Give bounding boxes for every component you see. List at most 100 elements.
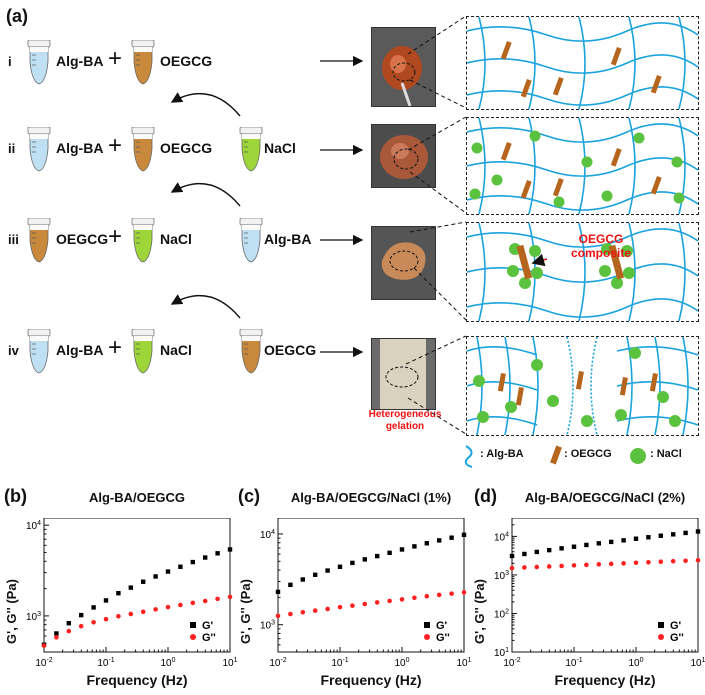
- data-point-g-double-prime: [670, 558, 676, 564]
- curved-arrow-2: [170, 182, 241, 207]
- row-numeral: ii: [8, 141, 16, 156]
- added-component-label: Alg-BA: [264, 231, 312, 247]
- data-point-g-double-prime: [424, 593, 430, 599]
- legend-label: G': [202, 620, 214, 632]
- x-tick-label: 100: [628, 657, 643, 669]
- data-point-g-prime: [436, 538, 442, 543]
- legend-marker: [424, 634, 430, 640]
- data-point-g-prime: [449, 535, 454, 540]
- plus-sign: +: [108, 132, 123, 159]
- data-point-g-double-prime: [449, 591, 454, 596]
- tube-icon: [239, 218, 263, 263]
- component-label: OEGCG: [160, 53, 213, 69]
- data-point-g-prime: [424, 541, 430, 546]
- tube-icon: [27, 127, 51, 172]
- data-point-g-prime: [91, 605, 96, 610]
- y-tick-label: 103: [494, 570, 509, 582]
- plus-sign: +: [108, 223, 123, 250]
- data-point-g-prime: [461, 532, 467, 537]
- data-point-g-double-prime: [522, 565, 527, 570]
- data-point-g-double-prime: [153, 607, 158, 612]
- network-box-4: [466, 336, 699, 436]
- data-point-g-prime: [374, 553, 380, 559]
- data-point-g-prime: [658, 533, 664, 538]
- data-point-g-double-prime: [202, 598, 208, 604]
- data-point-g-double-prime: [350, 603, 355, 608]
- data-point-g-prime: [103, 598, 109, 603]
- data-point-g-prime: [596, 541, 602, 546]
- data-point-g-double-prime: [116, 613, 121, 619]
- x-tick-label: 10-2: [35, 657, 52, 669]
- component-label: Alg-BA: [56, 140, 104, 156]
- panel-a-label: (a): [6, 6, 28, 26]
- data-point-g-double-prime: [608, 561, 614, 567]
- data-point-g-double-prime: [54, 635, 59, 640]
- data-point-g-double-prime: [362, 601, 368, 607]
- data-point-g-double-prime: [412, 595, 417, 601]
- x-tick-label: 101: [690, 657, 705, 669]
- data-point-g-double-prime: [596, 562, 602, 567]
- data-point-g-prime: [670, 532, 676, 537]
- data-point-g-double-prime: [312, 608, 318, 613]
- x-axis-label: Frequency (Hz): [554, 672, 656, 688]
- data-point-g-double-prime: [91, 620, 96, 625]
- alg-ba-legend-icon: [464, 445, 473, 468]
- data-point-g-prime: [571, 544, 577, 549]
- plus-sign: +: [108, 45, 123, 72]
- legend-label: G': [436, 620, 448, 632]
- data-point-g-double-prime: [683, 558, 688, 564]
- oegcg-composite-annotation: OEGCG composite: [570, 232, 631, 260]
- data-point-g-double-prime: [140, 609, 146, 615]
- added-component-label: NaCl: [264, 140, 296, 156]
- arrow-layer: [170, 55, 364, 358]
- oegcg-legend-icon: [550, 445, 562, 465]
- x-tick-label: 10-2: [269, 657, 286, 669]
- y-tick-label: 104: [494, 531, 509, 543]
- data-point-g-prime: [215, 551, 220, 556]
- data-point-g-double-prime: [436, 592, 442, 598]
- data-point-g-double-prime: [337, 604, 343, 610]
- x-tick-label: 10-2: [503, 657, 520, 669]
- panel-label: (d): [474, 486, 497, 506]
- data-point-g-prime: [522, 551, 527, 557]
- legend-marker: [658, 622, 664, 628]
- row-numeral: iv: [8, 343, 19, 358]
- tube-icon: [239, 329, 263, 374]
- data-point-g-prime: [509, 553, 515, 559]
- data-point-g-prime: [337, 564, 343, 569]
- data-point-g-prime: [325, 568, 330, 573]
- legend-label: G'': [436, 632, 450, 644]
- data-point-g-prime: [412, 544, 417, 549]
- data-point-g-double-prime: [128, 611, 134, 617]
- x-axis-label: Frequency (Hz): [86, 672, 188, 688]
- data-point-g-prime: [584, 542, 589, 548]
- data-point-g-prime: [646, 535, 651, 540]
- component-label: NaCl: [160, 342, 192, 358]
- data-point-g-double-prime: [190, 600, 196, 606]
- data-point-g-double-prime: [399, 597, 405, 602]
- plot-frame: [43, 518, 231, 653]
- data-point-g-double-prime: [374, 600, 380, 605]
- tube-icon: [131, 40, 155, 85]
- data-point-g-prime: [202, 555, 208, 560]
- data-point-g-double-prime: [227, 594, 233, 600]
- row-numeral: i: [8, 54, 12, 69]
- panel-label: (b): [4, 486, 27, 506]
- plot-frame: [511, 518, 699, 653]
- data-point-g-prime: [362, 557, 368, 562]
- gel-photo-3: [371, 226, 436, 300]
- data-point-g-prime: [165, 569, 171, 574]
- y-tick-label: 104: [26, 520, 41, 532]
- plot-frame: [277, 518, 465, 653]
- data-point-g-prime: [128, 585, 134, 590]
- plus-sign: +: [108, 334, 123, 361]
- data-point-g-prime: [275, 589, 281, 595]
- data-point-g-prime: [683, 530, 688, 536]
- legend-marker: [658, 634, 664, 640]
- data-point-g-double-prime: [215, 596, 220, 602]
- legend-nacl: : NaCl: [650, 448, 682, 460]
- data-point-g-double-prime: [461, 590, 467, 595]
- added-component-label: OEGCG: [264, 342, 317, 358]
- tube-icon: [239, 127, 263, 172]
- legend-marker: [424, 622, 430, 628]
